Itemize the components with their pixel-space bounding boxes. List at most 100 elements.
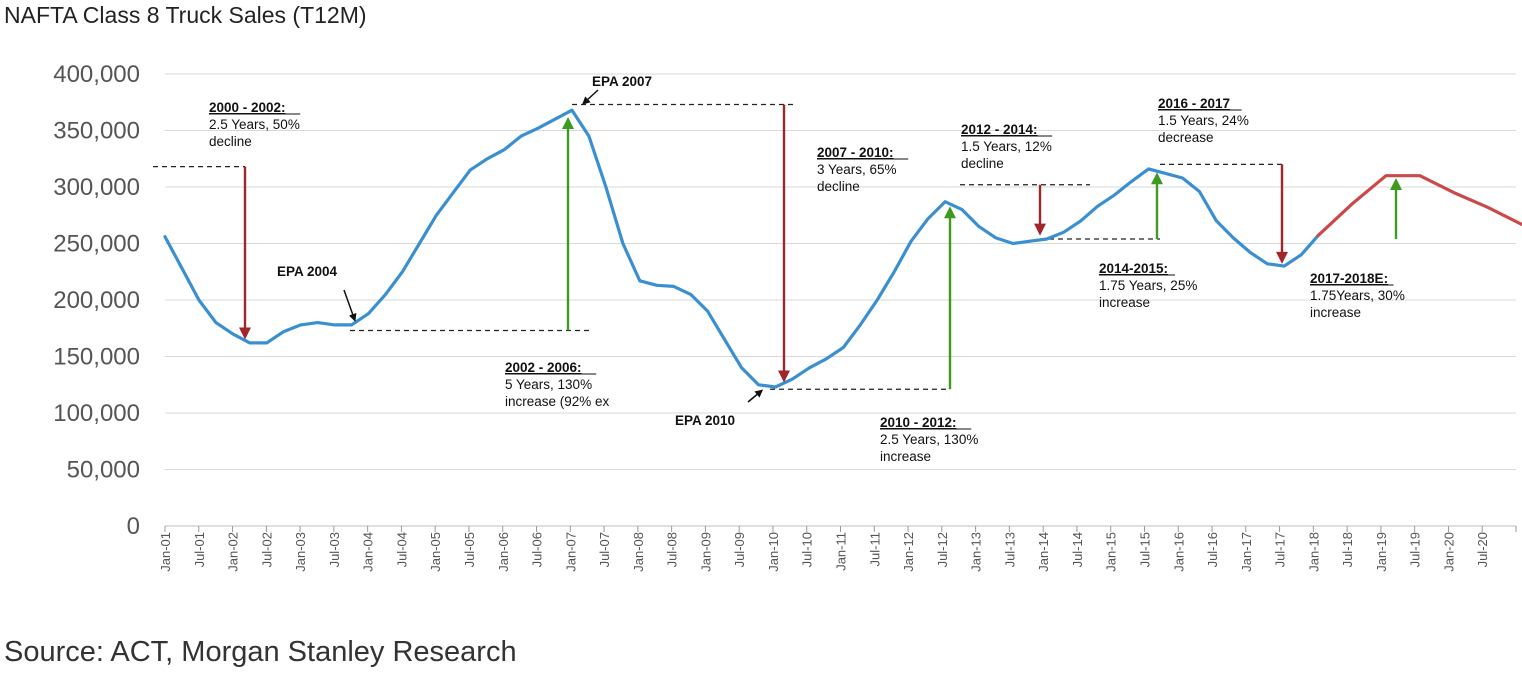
chart-plot: 0 50,000 100,000 150,000 200,000 250,000 300,0…	[53, 61, 1522, 572]
x-tick-label: Jan-01	[158, 532, 173, 572]
annotation: 2016 - 2017 1.5 Years, 24% decrease	[1158, 96, 1249, 145]
x-tick-label: Jul-20	[1475, 532, 1490, 567]
x-tick-label: Jul-13	[1002, 532, 1017, 567]
annotation-heading: 2017-2018E:	[1310, 271, 1388, 286]
x-tick-label: Jan-20	[1441, 532, 1456, 572]
annotation-text: increase	[1310, 305, 1361, 320]
x-tick-label: Jul-01	[192, 532, 207, 567]
forecast-line	[1316, 174, 1522, 238]
x-tick-label: Jul-08	[665, 532, 680, 567]
x-tick-label: Jan-15	[1104, 532, 1119, 572]
y-tick-label: 50,000	[67, 457, 140, 484]
annotation: 2002 - 2006: 5 Years, 130% increase (92% e…	[505, 360, 610, 409]
annotation-heading: 2012 - 2014:	[961, 122, 1038, 137]
x-tick-label: Jul-11	[867, 532, 882, 566]
annotation-text: 2.5 Years, 130%	[880, 432, 978, 447]
x-tick-label: Jan-13	[969, 532, 984, 572]
annotation-text: 3 Years, 65%	[817, 162, 897, 177]
annotation-text: 1.5 Years, 12%	[961, 139, 1052, 154]
x-tick-label: Jan-12	[901, 532, 916, 572]
annotation-heading: 2016 - 2017	[1158, 96, 1230, 111]
y-tick-label: 350,000	[53, 118, 140, 145]
x-tick-label: Jan-18	[1306, 532, 1321, 572]
x-tick-label: Jul-04	[394, 532, 409, 567]
annotation-text: increase (92% ex	[505, 394, 610, 409]
annotation-text: 2.5 Years, 50%	[209, 117, 300, 132]
x-tick-label: Jan-09	[698, 532, 713, 572]
x-tick-label: Jul-15	[1137, 532, 1152, 567]
annotation-text: 5 Years, 130%	[505, 377, 592, 392]
annotation: 2007 - 2010: 3 Years, 65% decline	[817, 145, 909, 194]
annotation-text: 1.75 Years, 25%	[1099, 278, 1197, 293]
x-tick-label: Jan-17	[1239, 532, 1254, 572]
annotation-heading: 2014-2015:	[1099, 261, 1168, 276]
x-tick-label: Jan-05	[428, 532, 443, 572]
y-tick-label: 250,000	[53, 231, 140, 258]
series-lines	[163, 108, 1522, 389]
x-tick-label: Jul-02	[259, 532, 274, 567]
annotation-heading: 2002 - 2006:	[505, 360, 582, 375]
increase-arrow-head	[1151, 172, 1163, 185]
epa-label: EPA 2010	[675, 413, 735, 428]
annotation: 2014-2015: 1.75 Years, 25% increase	[1099, 261, 1197, 310]
x-tick-label: Jan-11	[834, 532, 849, 571]
x-tick-label: Jul-09	[732, 532, 747, 567]
annotation-text: decline	[209, 134, 252, 149]
increase-arrow-head	[1390, 177, 1402, 190]
increase-arrow-head	[944, 206, 956, 219]
pointer-arrow	[343, 289, 357, 322]
x-tick-label: Jul-03	[327, 532, 342, 567]
x-tick-label: Jan-14	[1036, 532, 1051, 572]
actual-line	[163, 108, 1320, 389]
decline-arrow-head	[239, 327, 251, 340]
annotation-text: 1.5 Years, 24%	[1158, 113, 1249, 128]
y-tick-label: 200,000	[53, 287, 140, 314]
y-tick-label: 100,000	[53, 400, 140, 427]
annotation-text: increase	[880, 449, 931, 464]
y-tick-label: 150,000	[53, 344, 140, 371]
annotation: 2012 - 2014: 1.5 Years, 12% decline	[961, 122, 1053, 171]
source-note: Source: ACT, Morgan Stanley Research	[4, 636, 517, 668]
x-tick-label: Jan-07	[563, 532, 578, 572]
x-tick-label: Jan-06	[496, 532, 511, 572]
move-arrows	[239, 89, 1402, 403]
x-tick-label: Jul-16	[1205, 532, 1220, 567]
annotation: 2000 - 2002: 2.5 Years, 50% decline	[209, 100, 301, 149]
reference-dashed-lines	[153, 103, 1283, 390]
pointer-arrow	[747, 389, 764, 403]
decline-arrow-head	[1276, 251, 1288, 264]
annotation: 2010 - 2012: 2.5 Years, 130% increase	[880, 415, 978, 464]
annotation-heading: 2010 - 2012:	[880, 415, 957, 430]
y-tick-label: 0	[127, 513, 140, 540]
x-tick-label: Jan-19	[1374, 532, 1389, 572]
x-tick-label: Jan-16	[1171, 532, 1186, 572]
x-tick-label: Jul-12	[935, 532, 950, 567]
pointer-arrow	[582, 89, 599, 105]
x-tick-label: Jan-03	[293, 532, 308, 572]
epa-label: EPA 2007	[592, 74, 652, 89]
increase-arrow-head	[562, 116, 574, 129]
x-tick-label: Jul-18	[1340, 532, 1355, 567]
x-tick-label: Jul-19	[1408, 532, 1423, 567]
x-tick-label: Jul-10	[800, 532, 815, 567]
annotation-text: 1.75Years, 30%	[1310, 288, 1405, 303]
decline-arrow-head	[778, 370, 790, 383]
x-tick-label: Jul-05	[462, 532, 477, 567]
chart-title: NAFTA Class 8 Truck Sales (T12M)	[4, 2, 367, 28]
x-tick-label: Jan-10	[766, 532, 781, 572]
x-tick-label: Jan-02	[226, 532, 241, 572]
annotation-heading: 2007 - 2010:	[817, 145, 894, 160]
annotations: 2000 - 2002: 2.5 Years, 50% decline 2002 - …	[209, 74, 1405, 464]
y-tick-label: 400,000	[53, 61, 140, 88]
x-tick-label: Jul-17	[1273, 532, 1288, 567]
x-tick-label: Jan-04	[361, 532, 376, 572]
x-axis: Jan-01 Jul-01 Jan-02 Jul-02 Jan-03 Jul-03 Jan-…	[158, 525, 1517, 572]
annotation-text: decline	[961, 156, 1004, 171]
x-tick-label: Jul-14	[1070, 532, 1085, 567]
annotation-text: increase	[1099, 295, 1150, 310]
x-tick-label: Jan-08	[631, 532, 646, 572]
y-tick-label: 300,000	[53, 174, 140, 201]
annotation-heading: 2000 - 2002:	[209, 100, 286, 115]
annotation: 2017-2018E: 1.75Years, 30% increase	[1310, 271, 1405, 320]
x-tick-label: Jul-07	[597, 532, 612, 567]
